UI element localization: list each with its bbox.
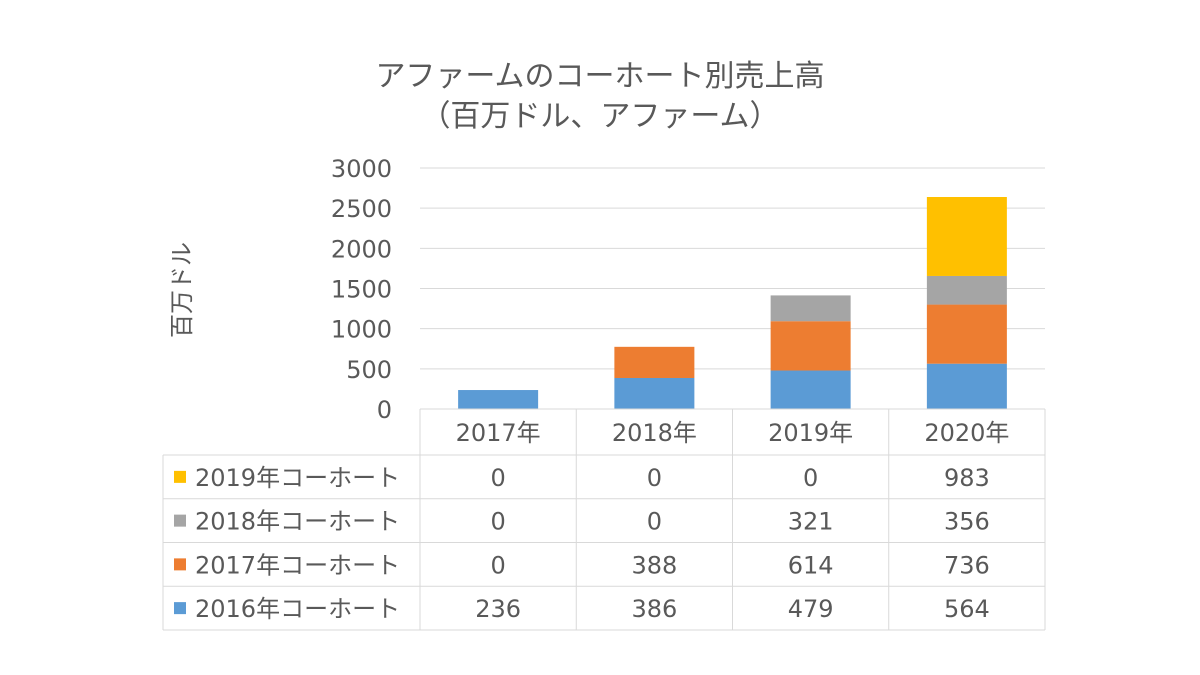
data-table-value: 0 (803, 464, 818, 492)
y-tick-label: 0 (377, 396, 392, 424)
x-tick-label: 2018年 (612, 419, 697, 447)
y-tick-label: 2500 (331, 195, 392, 223)
legend-label: 2017年コーホート (195, 551, 400, 579)
bar-segment (770, 370, 851, 409)
data-table-value: 321 (788, 508, 834, 536)
y-tick-label: 1500 (331, 276, 392, 304)
bar-segment (770, 321, 851, 371)
bar-segment (614, 377, 695, 409)
data-table-value: 983 (944, 464, 990, 492)
data-table-value: 0 (490, 464, 505, 492)
data-table-value: 356 (944, 508, 990, 536)
legend-swatch (174, 470, 186, 483)
data-table-value: 0 (647, 508, 662, 536)
y-tick-label: 2000 (331, 235, 392, 263)
data-table-value: 388 (631, 551, 677, 579)
x-tick-label: 2017年 (456, 419, 541, 447)
data-table-value: 564 (944, 595, 990, 623)
data-table-value: 614 (788, 551, 834, 579)
y-tick-label: 500 (346, 356, 392, 384)
bar-segment (926, 363, 1007, 409)
bar-segment (926, 304, 1007, 364)
legend-swatch (174, 558, 186, 571)
bar-segment (614, 346, 695, 378)
bar-segment (926, 275, 1007, 305)
y-tick-label: 1000 (331, 316, 392, 344)
x-tick-label: 2020年 (924, 419, 1009, 447)
legend-swatch (174, 514, 186, 527)
legend-label: 2018年コーホート (195, 508, 400, 536)
bar-segment (770, 295, 851, 322)
legend-label: 2019年コーホート (195, 464, 400, 492)
data-table-value: 0 (490, 551, 505, 579)
data-table-value: 479 (788, 595, 834, 623)
data-table-value: 0 (490, 508, 505, 536)
chart-subtitle: （百万ドル、アファーム） (420, 99, 779, 134)
data-table-value: 236 (475, 595, 521, 623)
y-tick-label: 3000 (331, 155, 392, 183)
bar-segment (458, 390, 539, 409)
y-axis-label: 百万ドル (168, 242, 196, 338)
x-tick-label: 2019年 (768, 419, 853, 447)
data-table-value: 0 (647, 464, 662, 492)
data-table-value: 386 (631, 595, 677, 623)
data-table-value: 736 (944, 551, 990, 579)
legend-swatch (174, 602, 186, 615)
legend-label: 2016年コーホート (195, 595, 400, 623)
bar-segment (926, 197, 1007, 276)
chart-title: アファームのコーホート別売上高 (375, 59, 824, 94)
